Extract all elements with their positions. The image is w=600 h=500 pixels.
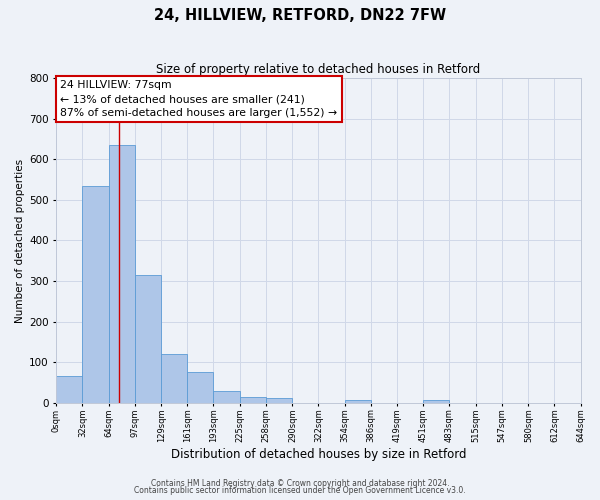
Bar [266, 398, 292, 403]
Y-axis label: Number of detached properties: Number of detached properties [15, 158, 25, 322]
Text: Contains public sector information licensed under the Open Government Licence v3: Contains public sector information licen… [134, 486, 466, 495]
Bar [56, 376, 82, 403]
Bar [424, 400, 449, 403]
Bar [161, 354, 187, 403]
Bar [82, 186, 109, 403]
Title: Size of property relative to detached houses in Retford: Size of property relative to detached ho… [157, 62, 481, 76]
Text: Contains HM Land Registry data © Crown copyright and database right 2024.: Contains HM Land Registry data © Crown c… [151, 478, 449, 488]
X-axis label: Distribution of detached houses by size in Retford: Distribution of detached houses by size … [171, 448, 466, 461]
Bar [344, 400, 371, 403]
Bar [214, 390, 239, 403]
Text: 24, HILLVIEW, RETFORD, DN22 7FW: 24, HILLVIEW, RETFORD, DN22 7FW [154, 8, 446, 22]
Bar [239, 397, 266, 403]
Bar [136, 275, 161, 403]
Text: 24 HILLVIEW: 77sqm
← 13% of detached houses are smaller (241)
87% of semi-detach: 24 HILLVIEW: 77sqm ← 13% of detached hou… [61, 80, 338, 118]
Bar [187, 372, 214, 403]
Bar [109, 145, 136, 403]
